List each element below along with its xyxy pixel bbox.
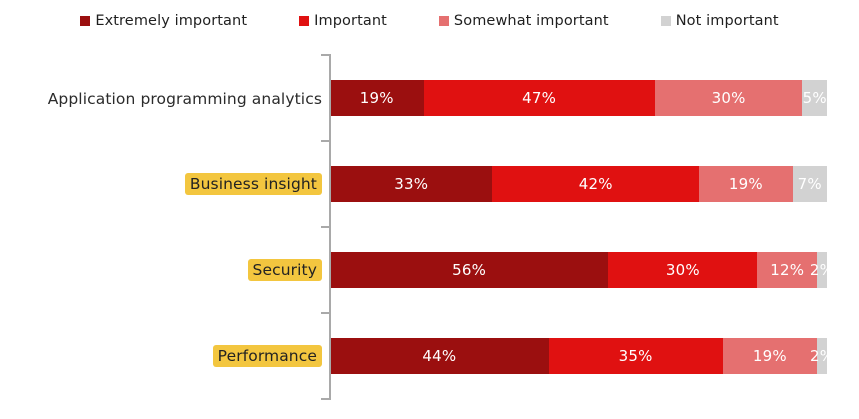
- legend-swatch: [299, 16, 310, 26]
- bar-segment: 30%: [608, 252, 758, 288]
- category-label-highlighted: Security: [247, 259, 322, 281]
- category-label: Application programming analytics: [47, 89, 322, 108]
- legend: Extremely important Important Somewhat imp…: [0, 13, 859, 29]
- legend-item: Somewhat important: [438, 13, 609, 29]
- value-label: 2%: [809, 261, 827, 279]
- value-label: 35%: [618, 347, 653, 365]
- bar-track: 19% 47% 30% 5%: [330, 80, 827, 116]
- axis-tick: [321, 54, 329, 56]
- bar-segment: 19%: [699, 166, 793, 202]
- value-label: 7%: [797, 175, 822, 193]
- category-cell: Application programming analytics: [0, 89, 322, 108]
- legend-label: Somewhat important: [453, 13, 609, 29]
- bar-segment: 7%: [792, 166, 827, 202]
- axis-tick: [321, 226, 329, 228]
- bar-segment: 33%: [330, 166, 493, 202]
- legend-swatch: [660, 16, 671, 26]
- category-cell: Performance: [0, 345, 322, 367]
- value-label: 42%: [578, 175, 613, 193]
- value-label: 56%: [452, 261, 487, 279]
- bar-rows: Application programming analytics 19% 47% 3…: [0, 55, 828, 399]
- bar-segment: 30%: [654, 80, 803, 116]
- bar-track: 56% 30% 12%2%: [330, 252, 827, 288]
- bar-segment: 5%: [802, 80, 827, 116]
- value-label: 33%: [394, 175, 429, 193]
- category-cell: Security: [0, 259, 322, 281]
- legend-swatch: [438, 16, 449, 26]
- bar-row: Performance 44% 35% 19% 2%: [0, 313, 828, 399]
- legend-swatch: [80, 16, 91, 26]
- bar-segment: 19%: [330, 80, 424, 116]
- legend-item: Important: [299, 13, 387, 29]
- legend-label: Extremely important: [95, 13, 248, 29]
- bar-segment: 42%: [492, 166, 700, 202]
- axis-tick: [321, 398, 329, 400]
- category-cell: Business insight: [0, 173, 322, 195]
- value-label: 19%: [752, 347, 787, 365]
- legend-label: Not important: [675, 13, 779, 29]
- value-label: 30%: [711, 89, 746, 107]
- value-label: 44%: [422, 347, 457, 365]
- value-label: 5%: [802, 89, 827, 107]
- bar-row: Business insight 33% 42% 19% 7%: [0, 141, 828, 227]
- bar-segment: 44%: [330, 338, 549, 374]
- bar-row: Application programming analytics 19% 47% 3…: [0, 55, 828, 141]
- bar-track: 44% 35% 19% 2%: [330, 338, 827, 374]
- value-label: 19%: [359, 89, 394, 107]
- category-label-highlighted: Business insight: [184, 173, 322, 195]
- legend-item: Extremely important: [80, 13, 247, 29]
- y-axis-line: [329, 54, 331, 400]
- axis-tick: [321, 140, 329, 142]
- value-label: 2%: [809, 347, 827, 365]
- value-label: 47%: [522, 89, 557, 107]
- legend-label: Important: [314, 13, 387, 29]
- value-label: 12%: [770, 261, 805, 279]
- bar-segment: 47%: [423, 80, 655, 116]
- legend-item: Not important: [660, 13, 779, 29]
- plot-area: Application programming analytics 19% 47% 3…: [0, 54, 828, 400]
- value-label: 19%: [728, 175, 763, 193]
- bar-segment: 19%: [722, 338, 818, 374]
- bar-track: 33% 42% 19% 7%: [330, 166, 827, 202]
- axis-tick: [321, 312, 329, 314]
- bar-row: Security 56% 30% 12%2%: [0, 227, 828, 313]
- bar-segment: 2%: [810, 252, 827, 288]
- category-label-highlighted: Performance: [212, 345, 322, 367]
- value-label: 30%: [665, 261, 700, 279]
- bar-segment: 12%: [757, 252, 818, 288]
- bar-segment: 2%: [810, 338, 827, 374]
- bar-segment: 56%: [330, 252, 609, 288]
- bar-segment: 35%: [548, 338, 723, 374]
